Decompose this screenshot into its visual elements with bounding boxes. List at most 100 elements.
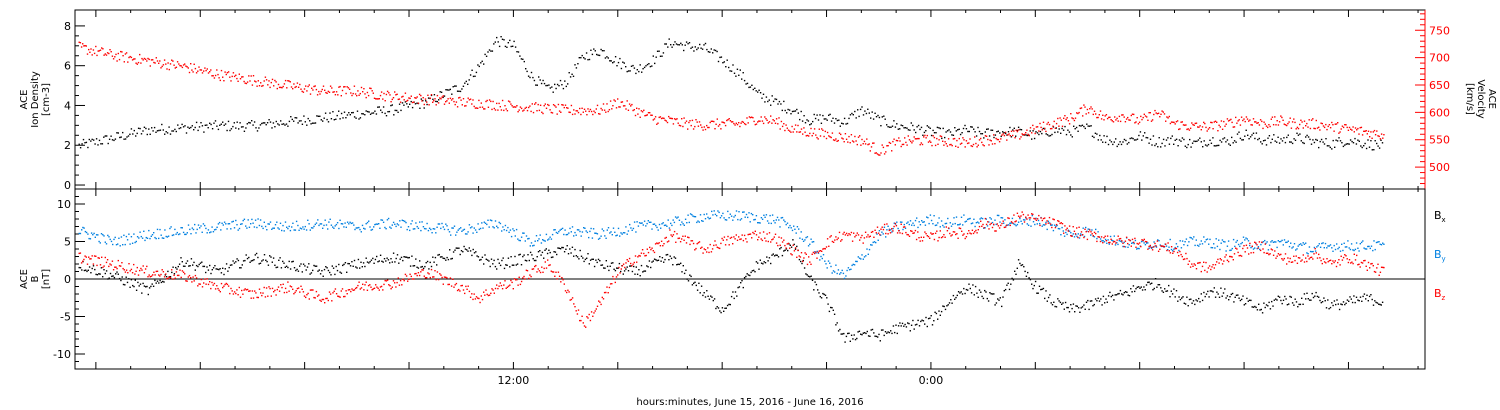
data-point: [332, 111, 334, 113]
data-point: [1154, 144, 1156, 147]
data-point: [853, 264, 856, 266]
data-point: [1052, 229, 1055, 232]
data-point: [287, 125, 289, 127]
data-point: [641, 71, 643, 73]
data-point: [1255, 121, 1257, 123]
data-point: [315, 88, 318, 91]
data-point: [514, 255, 516, 258]
data-point: [1286, 136, 1288, 139]
data-point: [487, 51, 489, 53]
data-point: [679, 224, 682, 226]
data-point: [466, 249, 468, 251]
data-point: [403, 279, 405, 282]
data-point: [841, 137, 843, 139]
data-point: [667, 46, 669, 48]
data-point: [549, 109, 551, 111]
data-point: [294, 117, 296, 119]
data-point: [1148, 281, 1150, 283]
data-point: [541, 111, 543, 113]
data-point: [201, 286, 204, 288]
data-point: [166, 68, 168, 70]
data-point: [119, 245, 121, 247]
data-point: [236, 258, 238, 260]
data-point: [323, 268, 326, 271]
data-point: [128, 56, 130, 59]
data-point: [847, 141, 849, 143]
data-point: [1071, 234, 1073, 237]
data-point: [1212, 137, 1214, 139]
data-point: [972, 284, 974, 286]
data-point: [974, 131, 976, 133]
data-point: [237, 229, 239, 231]
data-point: [1320, 301, 1322, 304]
data-point: [1351, 301, 1354, 304]
data-point: [538, 76, 540, 78]
data-point: [835, 264, 837, 266]
data-point: [960, 216, 963, 218]
data-point: [613, 99, 615, 101]
data-point: [700, 285, 703, 287]
data-point: [353, 259, 356, 262]
data-point: [1003, 222, 1005, 224]
data-point: [971, 222, 974, 224]
data-point: [362, 113, 364, 115]
data-point: [1173, 121, 1175, 124]
data-point: [624, 232, 626, 234]
data-point: [165, 235, 167, 238]
data-point: [365, 96, 367, 99]
data-point: [1277, 240, 1279, 242]
data-point: [704, 42, 707, 45]
data-point: [172, 60, 174, 62]
data-point: [456, 90, 459, 92]
data-point: [1239, 245, 1241, 248]
data-point: [434, 270, 436, 272]
data-point: [353, 85, 356, 87]
data-point: [430, 265, 433, 268]
data-point: [497, 41, 499, 43]
data-point: [741, 234, 743, 236]
data-point: [1263, 121, 1265, 123]
data-point: [259, 262, 262, 264]
data-point: [924, 323, 926, 325]
data-point: [1180, 140, 1182, 142]
data-point: [761, 239, 764, 242]
data-point: [1245, 237, 1247, 239]
data-point: [182, 64, 185, 66]
data-point: [1084, 308, 1086, 310]
data-point: [848, 135, 850, 138]
data-point: [301, 123, 304, 125]
data-point: [917, 137, 919, 140]
data-point: [1074, 311, 1076, 313]
data-point: [364, 284, 366, 286]
data-point: [462, 85, 465, 87]
data-point: [368, 262, 370, 264]
data-point: [438, 253, 440, 256]
data-point: [869, 235, 871, 237]
data-point: [1379, 243, 1381, 245]
data-point: [581, 107, 583, 109]
data-point: [519, 106, 522, 108]
data-point: [1060, 119, 1062, 121]
data-point: [577, 309, 580, 311]
data-point: [448, 89, 450, 91]
data-point: [726, 239, 728, 241]
data-point: [688, 42, 691, 44]
data-point: [656, 50, 659, 52]
data-point: [916, 126, 918, 128]
data-point: [857, 109, 859, 111]
data-point: [640, 222, 642, 224]
data-point: [630, 265, 632, 267]
data-point: [199, 227, 201, 229]
data-point: [459, 290, 461, 292]
data-point: [951, 134, 953, 136]
data-point: [1089, 300, 1092, 302]
data-point: [1035, 217, 1037, 219]
data-point: [478, 99, 480, 102]
data-point: [304, 265, 306, 267]
data-point: [460, 285, 462, 287]
data-point: [1083, 235, 1086, 238]
data-point: [738, 211, 740, 213]
data-point: [83, 269, 86, 272]
data-point: [201, 231, 203, 233]
data-point: [533, 259, 536, 262]
